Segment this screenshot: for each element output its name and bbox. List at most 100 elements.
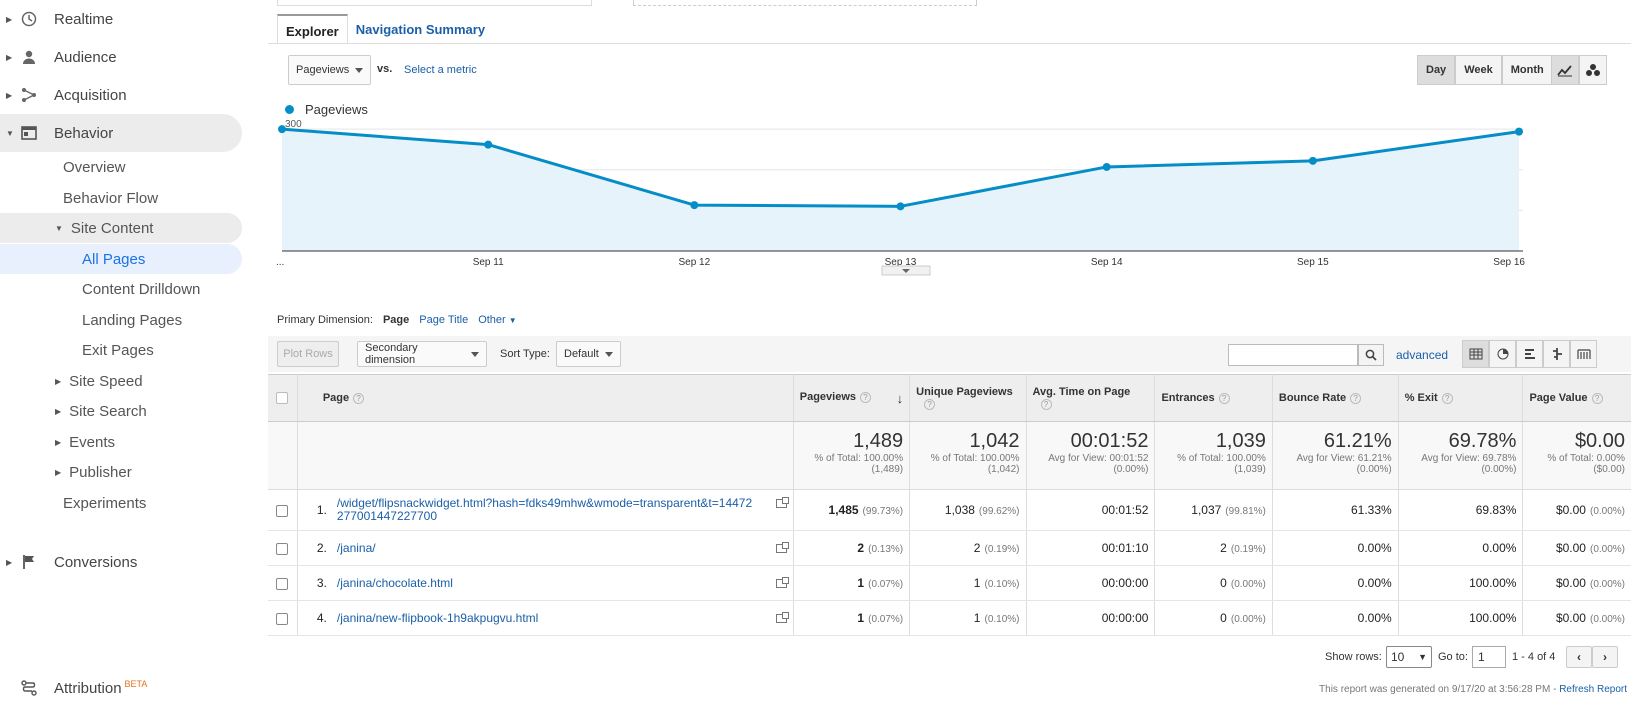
bars-icon bbox=[1524, 349, 1535, 359]
row-page-link[interactable]: /janina/ bbox=[336, 540, 376, 555]
help-icon[interactable]: ? bbox=[924, 399, 936, 410]
header-page[interactable]: Page? bbox=[297, 374, 794, 422]
dimension-other[interactable]: Other ▼ bbox=[478, 314, 517, 326]
row-page-link[interactable]: /widget/flipsnackwidget.html?hash=fdks49… bbox=[336, 496, 753, 523]
nav-events-label: Events bbox=[69, 433, 116, 451]
help-icon[interactable]: ? bbox=[1040, 399, 1052, 410]
metric-dropdown[interactable]: Pageviews bbox=[288, 55, 371, 85]
goto-input[interactable]: 1 bbox=[1472, 646, 1506, 668]
header-unique-pageviews[interactable]: Unique Pageviews? bbox=[909, 374, 1027, 422]
nav-acquisition[interactable]: ▶ Acquisition bbox=[0, 76, 242, 114]
row-checkbox[interactable] bbox=[276, 612, 289, 625]
nav-behavior-flow[interactable]: Behavior Flow bbox=[63, 189, 159, 207]
nav-attribution[interactable]: Attribution BETA bbox=[0, 669, 242, 707]
header-avg-time[interactable]: Avg. Time on Page? bbox=[1026, 374, 1156, 422]
nav-behavior[interactable]: ▼ Behavior bbox=[0, 114, 242, 152]
nav-conversions[interactable]: ▶ Conversions bbox=[0, 543, 242, 581]
help-icon[interactable]: ? bbox=[860, 391, 872, 403]
sort-type-dropdown[interactable]: Default bbox=[556, 341, 621, 367]
generated-text: This report was generated on 9/17/20 at … bbox=[1319, 684, 1560, 695]
line-chart-button[interactable] bbox=[1551, 55, 1579, 85]
next-page-button[interactable]: › bbox=[1592, 646, 1618, 668]
month-button[interactable]: Month bbox=[1501, 55, 1553, 85]
external-link-icon[interactable] bbox=[775, 497, 789, 508]
nav-experiments[interactable]: Experiments bbox=[63, 494, 147, 512]
row-entrances-value: 0 bbox=[1220, 611, 1227, 625]
nav-site-content[interactable]: ▼ Site Content bbox=[0, 213, 242, 243]
header-exit[interactable]: % Exit? bbox=[1398, 374, 1524, 422]
row-pageviews: 1,485 (99.73%) bbox=[793, 489, 911, 531]
external-link-icon[interactable] bbox=[775, 576, 789, 588]
segment-box[interactable] bbox=[277, 0, 592, 6]
tab-navigation-summary[interactable]: Navigation Summary bbox=[355, 22, 486, 37]
expand-arrow-icon: ▶ bbox=[55, 467, 62, 477]
row-page-link[interactable]: /janina/chocolate.html bbox=[336, 575, 453, 590]
table-row: 4./janina/new-flipbook-1h9akpugvu.html 1(… bbox=[268, 600, 1631, 636]
nav-audience-label: Audience bbox=[54, 48, 117, 66]
help-icon[interactable]: ? bbox=[353, 393, 365, 404]
dimension-page[interactable]: Page bbox=[382, 314, 410, 326]
secondary-dimension-dropdown[interactable]: Secondary dimension bbox=[357, 341, 487, 367]
nav-audience[interactable]: ▶ Audience bbox=[0, 38, 242, 76]
nav-landing-pages[interactable]: Landing Pages bbox=[82, 311, 183, 329]
help-icon[interactable]: ? bbox=[1218, 393, 1230, 404]
nav-site-speed[interactable]: ▶ Site Speed bbox=[55, 366, 143, 396]
row-checkbox[interactable] bbox=[276, 577, 289, 590]
header-entrances[interactable]: Entrances? bbox=[1154, 374, 1273, 422]
sort-type-label: Sort Type: bbox=[500, 348, 550, 360]
nav-exit-pages[interactable]: Exit Pages bbox=[82, 341, 154, 359]
select-metric-link[interactable]: Select a metric bbox=[404, 64, 477, 76]
nav-behavior-overview[interactable]: Overview bbox=[63, 158, 126, 176]
nav-content-drilldown[interactable]: Content Drilldown bbox=[82, 280, 201, 298]
row-unique-pageviews: 1,038 (99.62%) bbox=[909, 489, 1027, 531]
header-page-value[interactable]: Page Value? bbox=[1522, 374, 1631, 422]
comparison-view-button[interactable] bbox=[1543, 340, 1570, 368]
nav-realtime[interactable]: ▶ Realtime bbox=[0, 0, 242, 38]
total-avg-time: 00:01:52 Avg for View: 00:01:52 (0.00%) bbox=[1026, 421, 1156, 490]
tab-explorer[interactable]: Explorer bbox=[277, 14, 348, 44]
percentage-view-button[interactable] bbox=[1489, 340, 1516, 368]
external-link-icon[interactable] bbox=[775, 541, 789, 553]
day-button[interactable]: Day bbox=[1417, 55, 1456, 85]
show-rows-label: Show rows: bbox=[1325, 651, 1382, 663]
nav-all-pages[interactable]: All Pages bbox=[0, 244, 242, 274]
row-bounce-rate: 0.00% bbox=[1272, 565, 1399, 601]
nav-publisher[interactable]: ▶ Publisher bbox=[55, 457, 132, 487]
row-page-link[interactable]: /janina/new-flipbook-1h9akpugvu.html bbox=[336, 610, 539, 625]
search-button[interactable] bbox=[1358, 344, 1384, 366]
refresh-report-link[interactable]: Refresh Report bbox=[1559, 684, 1627, 695]
help-icon[interactable]: ? bbox=[1441, 393, 1453, 404]
row-unique-value: 2 bbox=[973, 541, 981, 555]
expand-arrow-icon: ▶ bbox=[6, 14, 13, 24]
advanced-filter-link[interactable]: advanced bbox=[1396, 348, 1449, 362]
dimension-page-title[interactable]: Page Title bbox=[419, 314, 469, 326]
help-icon[interactable]: ? bbox=[1350, 393, 1362, 404]
table-search-input[interactable] bbox=[1228, 344, 1358, 366]
motion-chart-button[interactable] bbox=[1579, 55, 1607, 85]
row-checkbox[interactable] bbox=[276, 504, 289, 517]
nav-events[interactable]: ▶ Events bbox=[55, 427, 115, 457]
nav-site-search[interactable]: ▶ Site Search bbox=[55, 396, 147, 426]
prev-page-button[interactable]: ‹ bbox=[1566, 646, 1592, 668]
plot-rows-button[interactable]: Plot Rows bbox=[277, 341, 339, 367]
add-segment-box[interactable] bbox=[633, 0, 977, 6]
header-bounce-rate[interactable]: Bounce Rate? bbox=[1272, 374, 1399, 422]
goto-label: Go to: bbox=[1438, 651, 1468, 663]
help-icon[interactable]: ? bbox=[1591, 393, 1603, 404]
table-row: 2./janina/2 (0.13%) 2 (0.19%) 00:01:10 2 (0.19… bbox=[268, 530, 1631, 566]
header-pageviews[interactable]: Pageviews? ↓ bbox=[793, 374, 911, 422]
table-toolbar: Plot Rows Secondary dimension Sort Type:… bbox=[268, 336, 1631, 372]
row-entrances-pct: (0.00%) bbox=[1230, 614, 1266, 625]
select-all-checkbox[interactable] bbox=[276, 392, 289, 405]
row-checkbox[interactable] bbox=[276, 542, 289, 555]
show-rows-select[interactable]: 10 ▼ bbox=[1386, 646, 1432, 668]
total-unique-pageviews: 1,042% of Total: 100.00% (1,042) bbox=[909, 421, 1027, 490]
external-link-icon[interactable] bbox=[775, 611, 789, 623]
chevron-down-icon bbox=[605, 352, 613, 357]
data-view-button[interactable] bbox=[1462, 340, 1489, 368]
sort-desc-icon: ↓ bbox=[896, 390, 904, 406]
row-value: $0.00 bbox=[1555, 576, 1586, 590]
performance-view-button[interactable] bbox=[1516, 340, 1543, 368]
week-button[interactable]: Week bbox=[1455, 55, 1502, 85]
pivot-view-button[interactable] bbox=[1570, 340, 1597, 368]
